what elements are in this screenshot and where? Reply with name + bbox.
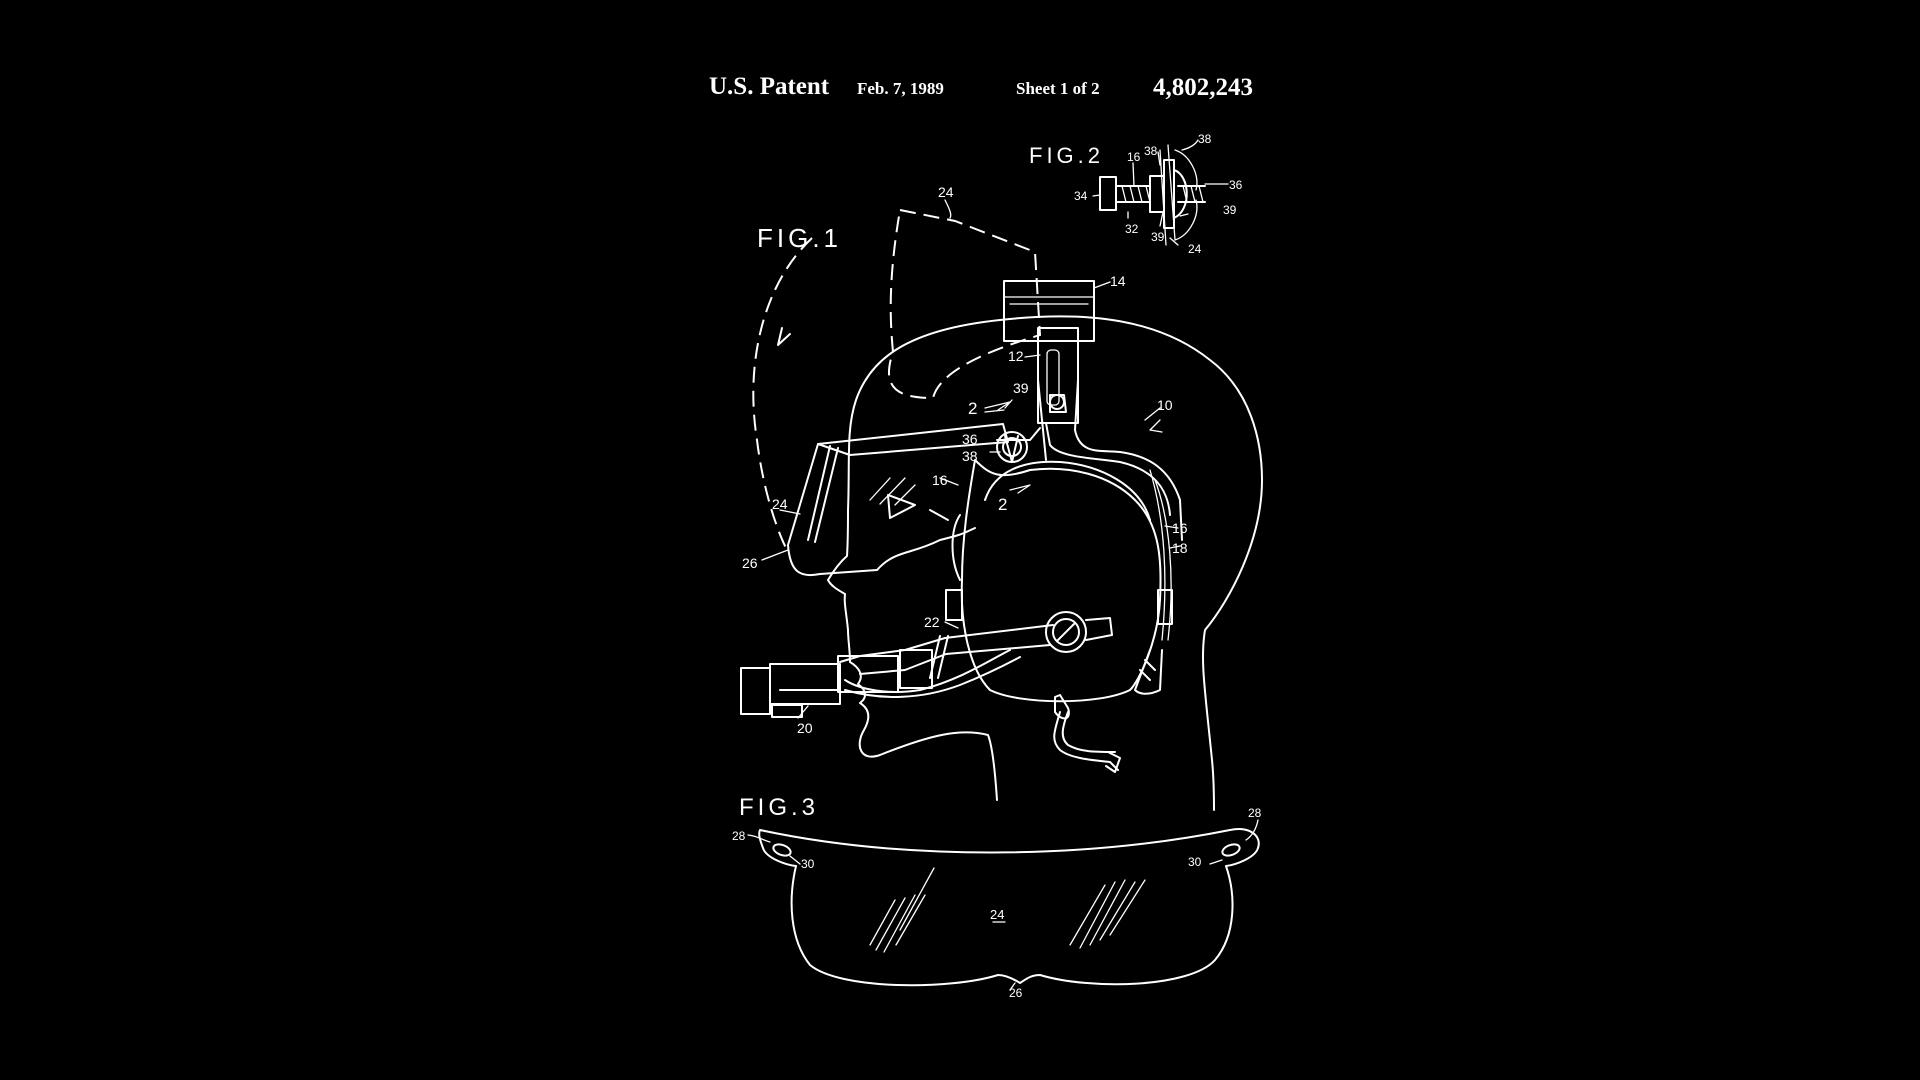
- patent-label: U.S. Patent: [709, 73, 830, 100]
- fig2-ref-38-a: 38: [1144, 144, 1158, 158]
- fig2-ref-32: 32: [1125, 222, 1139, 236]
- visor-rotation-arc: [752, 237, 813, 549]
- ref-22: 22: [924, 614, 940, 630]
- fig2-ref-34: 34: [1074, 189, 1088, 203]
- ref-16-right: 16: [1172, 520, 1188, 536]
- fig1-title: FIG.1: [757, 223, 842, 253]
- lowered-visor: [787, 423, 1009, 577]
- fig3-title: FIG.3: [739, 794, 819, 821]
- fig1-reference-numerals: 24 14 12 10 2 39 36 38 16 2 24 26 16 18 …: [742, 184, 1188, 736]
- fig2-ref-38-b: 38: [1198, 132, 1212, 146]
- fig3-visor-shield: [758, 828, 1260, 987]
- microphone-boom: [740, 611, 1113, 718]
- patent-date: Feb. 7, 1989: [857, 79, 944, 98]
- sheet-number: Sheet 1 of 2: [1016, 79, 1100, 98]
- fig3-ref-26: 26: [1009, 986, 1023, 1000]
- headset-headband: [1003, 280, 1183, 541]
- ref-18: 18: [1172, 540, 1188, 556]
- ref-24-top: 24: [938, 184, 954, 200]
- visor-hinge: [996, 427, 1041, 463]
- fig3-reference-numerals: 28 28 30 30 24 26: [732, 806, 1262, 1000]
- fig3-ref-30-left: 30: [801, 857, 815, 871]
- fig2-leader-lines: [1092, 139, 1229, 246]
- fig2-hinge-assembly: [1099, 144, 1206, 246]
- fig2-title: FIG.2: [1029, 143, 1104, 168]
- patent-number: 4,802,243: [1153, 74, 1253, 101]
- ref-20: 20: [797, 720, 813, 736]
- figure-2: FIG.2 16 38 38: [1029, 132, 1243, 256]
- ref-14: 14: [1110, 273, 1126, 289]
- ref-2-upper: 2: [968, 399, 977, 418]
- fig3-ref-30-right: 30: [1188, 855, 1202, 869]
- head-outline: [827, 315, 1263, 811]
- fig2-ref-39-a: 39: [1151, 230, 1165, 244]
- fig2-ref-39-b: 39: [1223, 203, 1237, 217]
- ref-12: 12: [1008, 348, 1024, 364]
- sheet-header: U.S. Patent Feb. 7, 1989 Sheet 1 of 2 4,…: [709, 73, 1253, 101]
- fig3-leader-lines: [747, 819, 1259, 991]
- headset-earcup: [945, 459, 1173, 703]
- fig1-leader-lines: [761, 199, 1181, 719]
- ref-36: 36: [962, 431, 978, 447]
- fig2-ref-24: 24: [1188, 242, 1202, 256]
- rotation-arrowhead: [777, 327, 791, 346]
- ref-2-lower: 2: [998, 495, 1007, 514]
- ref-26: 26: [742, 555, 758, 571]
- ref-39: 39: [1013, 380, 1029, 396]
- headset-cord: [1053, 694, 1121, 773]
- fig2-ref-36: 36: [1229, 178, 1243, 192]
- fig2-reference-numerals: 16 38 38 34 36 32 39 39 24: [1074, 132, 1243, 256]
- ref-38: 38: [962, 448, 978, 464]
- figure-1: FIG.1: [740, 184, 1263, 811]
- ref-16-left: 16: [932, 472, 948, 488]
- ref-10: 10: [1157, 397, 1173, 413]
- figure-3: FIG.3 28 28 30 30 24 26: [732, 794, 1262, 1000]
- ref-24-left: 24: [772, 496, 788, 512]
- fig3-ref-28-right: 28: [1248, 806, 1262, 820]
- fig2-ref-16: 16: [1127, 150, 1141, 164]
- fig3-ref-28-left: 28: [732, 829, 746, 843]
- fig3-ref-24: 24: [990, 907, 1004, 922]
- raised-visor-outline: [888, 208, 1042, 400]
